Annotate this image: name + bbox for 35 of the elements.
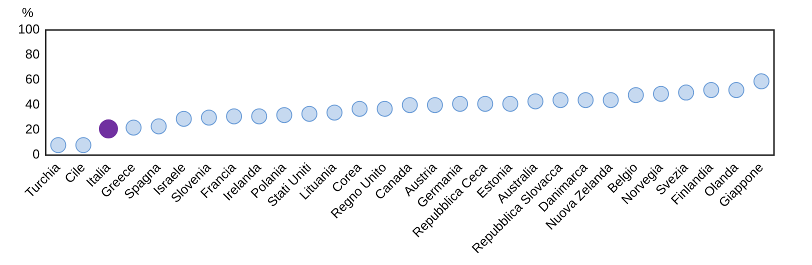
point (402, 97, 418, 114)
point (50, 137, 66, 154)
point (728, 82, 744, 98)
point (452, 96, 468, 112)
y-tick-label: 100 (18, 22, 40, 37)
y-tick-label: 0 (32, 146, 40, 162)
point (552, 92, 569, 108)
point (276, 107, 292, 124)
y-tick-label: 40 (25, 96, 40, 112)
y-tick-label: 80 (25, 46, 40, 62)
y-tick-label: 20 (25, 122, 40, 137)
point (753, 73, 770, 90)
point (376, 100, 393, 117)
point (703, 82, 720, 98)
y-axis-title: % (22, 5, 34, 20)
point (527, 93, 544, 110)
point (150, 118, 167, 134)
y-tick-label: 60 (25, 72, 40, 87)
point (502, 96, 518, 112)
point (326, 104, 343, 121)
point (578, 92, 594, 108)
point (477, 96, 494, 112)
point (628, 87, 644, 104)
point (301, 106, 318, 122)
point (352, 100, 368, 117)
point (200, 110, 217, 126)
point (678, 84, 694, 101)
point (426, 97, 443, 114)
point (75, 137, 92, 154)
point (126, 120, 142, 136)
point (176, 110, 192, 127)
point (226, 108, 242, 124)
point (652, 86, 669, 102)
point (602, 92, 619, 108)
point (251, 108, 268, 124)
